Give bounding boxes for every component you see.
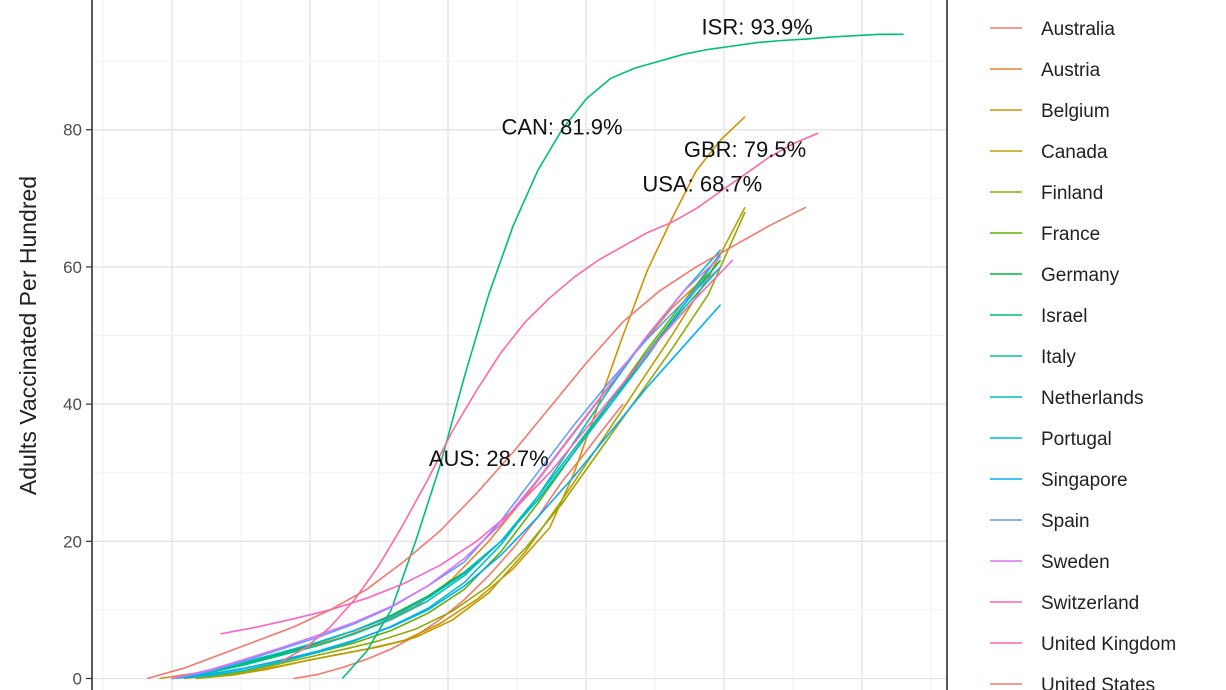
series-line-singapore [171,304,722,680]
series-line-belgium [183,116,746,680]
legend-label: Belgium [1041,101,1110,122]
series-line-portugal [171,252,722,680]
annotation-label: USA: 68.7% [642,171,762,196]
series-line-austria [159,273,709,680]
legend-label: Portugal [1041,429,1112,450]
legend-label: Singapore [1041,470,1128,491]
legend-label: Israel [1041,306,1087,327]
annotation-label: GBR: 79.5% [684,137,806,162]
y-tick-label: 40 [63,395,82,414]
series-line-canada [195,206,746,680]
series-line-finland [195,211,746,680]
legend-label: Spain [1041,511,1090,532]
legend-label: United States [1041,675,1155,690]
series-lines [146,33,904,680]
series-line-israel [341,33,904,680]
series-line-sweden [171,256,722,680]
legend-label: Sweden [1041,552,1110,573]
annotation-label: ISR: 93.9% [702,14,813,39]
annotation-label: CAN: 81.9% [501,115,622,140]
legend-label: United Kingdom [1041,634,1176,655]
legend-label: France [1041,224,1100,245]
y-tick-label: 80 [63,121,82,140]
y-tick-label: 0 [73,670,82,689]
y-tick-label: 60 [63,258,82,277]
series-line-united-kingdom [281,132,819,663]
annotation-label: AUS: 28.7% [429,446,549,471]
series-line-australia [293,403,624,680]
series-line-netherlands [171,249,722,680]
legend-label: Austria [1041,60,1101,81]
legend-label: Australia [1041,19,1115,40]
legend-label: Switzerland [1041,593,1139,614]
series-line-switzerland [220,259,734,635]
legend-label: Italy [1041,347,1076,368]
gridlines [92,0,947,690]
legend-label: Canada [1041,142,1108,163]
legend-label: Germany [1041,265,1120,286]
y-tick-label: 20 [63,532,82,551]
series-line-united-states [146,206,807,680]
legend-label: Netherlands [1041,388,1143,409]
legend-label: Finland [1041,183,1103,204]
series-line-germany [171,259,722,680]
legend: Australia Austria Belgium Canada Finland Fran… [990,19,1176,690]
